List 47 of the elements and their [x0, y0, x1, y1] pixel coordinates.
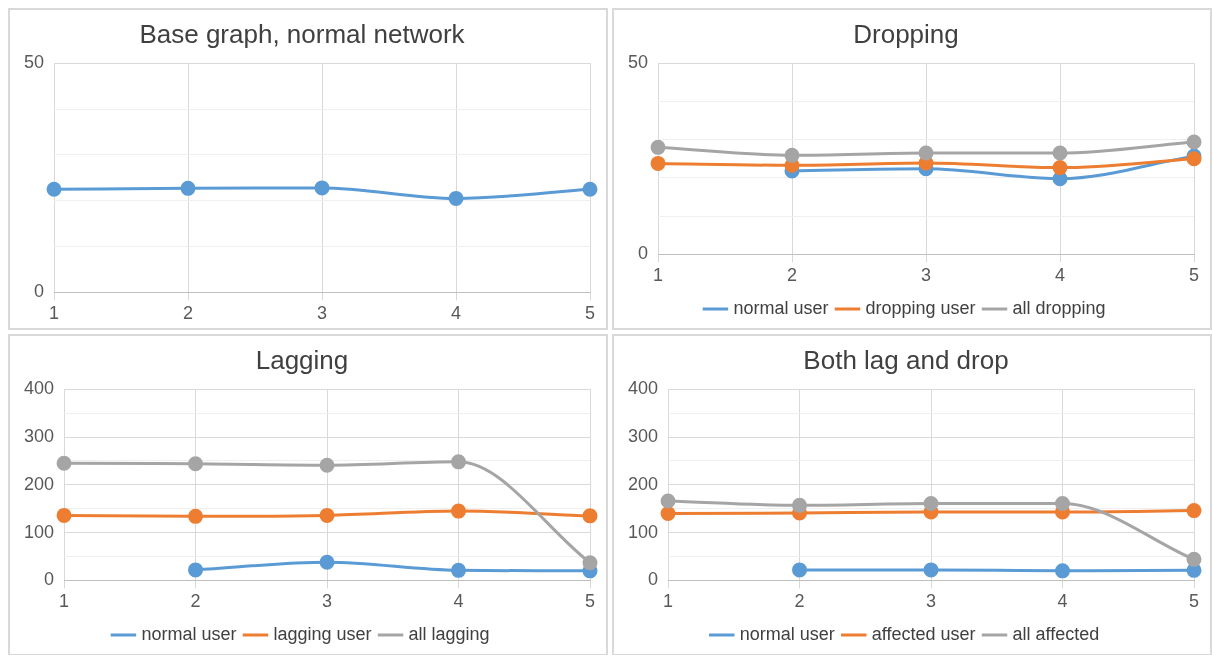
y-tick-label: 300	[23, 425, 55, 446]
y-tick-label: 300	[627, 425, 659, 446]
y-tick-label: 50	[627, 52, 649, 73]
x-tick-label: 1	[49, 303, 60, 324]
y-tick-label: 50	[23, 52, 45, 73]
chart-title: Dropping	[853, 18, 959, 49]
y-tick-label: 100	[627, 521, 659, 542]
x-tick-label: 5	[584, 591, 596, 612]
x-tick-label: 2	[190, 591, 201, 612]
y-tick-label: 0	[34, 281, 45, 302]
y-tick-label: 400	[627, 378, 659, 399]
legend-label: all affected	[1012, 623, 1100, 644]
x-tick-label: 3	[317, 303, 328, 324]
y-tick-label: 200	[23, 473, 55, 494]
y-tick-label: 200	[627, 473, 659, 494]
x-tick-label: 4	[453, 591, 464, 612]
x-tick-label: 1	[59, 591, 70, 612]
legend-label: affected user	[871, 623, 976, 644]
y-tick-label: 100	[23, 521, 55, 542]
x-tick-label: 2	[787, 265, 798, 286]
legend-label: normal user	[739, 623, 835, 644]
legend-label: all lagging	[408, 623, 490, 644]
x-tick-label: 3	[926, 591, 937, 612]
x-tick-label: 2	[183, 303, 194, 324]
chart-title: Base graph, normal network	[139, 18, 466, 49]
y-tick-label: 0	[44, 569, 55, 590]
legend-label: lagging user	[273, 623, 372, 644]
y-tick-label: 400	[23, 378, 55, 399]
legend-label: normal user	[733, 297, 829, 318]
x-tick-label: 4	[1057, 591, 1068, 612]
legend-label: dropping user	[865, 297, 976, 318]
y-tick-label: 0	[648, 569, 659, 590]
x-tick-label: 3	[322, 591, 333, 612]
x-tick-label: 4	[451, 303, 462, 324]
x-tick-label: 5	[1188, 265, 1200, 286]
x-tick-label: 3	[921, 265, 932, 286]
legend-label: all dropping	[1012, 297, 1106, 318]
x-tick-label: 5	[584, 303, 596, 324]
x-tick-label: 2	[794, 591, 805, 612]
legend-label: normal user	[141, 623, 237, 644]
chart-title: Lagging	[255, 344, 349, 375]
x-tick-label: 4	[1055, 265, 1066, 286]
y-tick-label: 0	[638, 243, 649, 264]
x-tick-label: 1	[663, 591, 674, 612]
x-tick-label: 1	[653, 265, 664, 286]
x-tick-label: 5	[1188, 591, 1200, 612]
chart-title: Both lag and drop	[803, 344, 1009, 375]
